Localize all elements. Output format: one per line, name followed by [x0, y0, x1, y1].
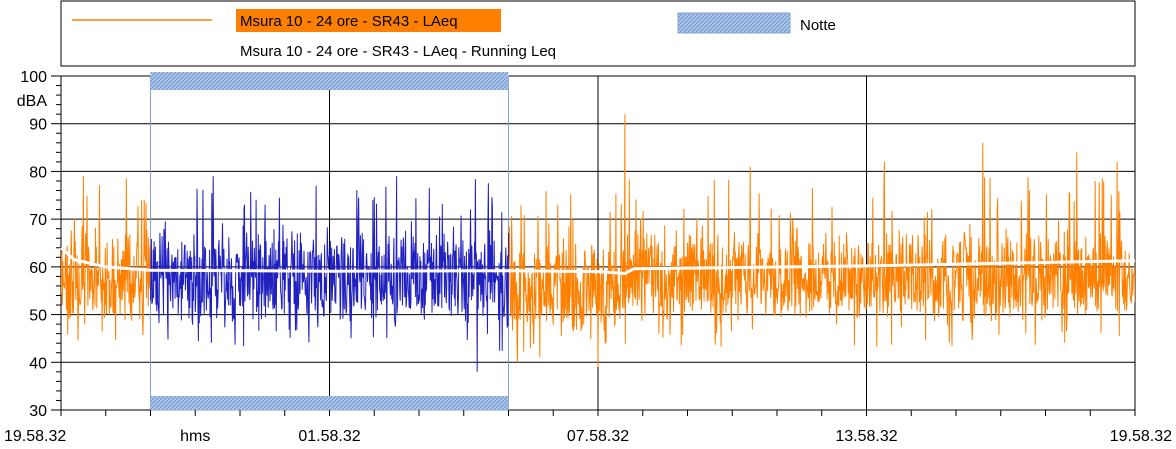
y-tick-label: 80 [29, 164, 47, 181]
y-tick-label: 70 [29, 212, 47, 229]
axes: 30 40 50 60 70 80 90 100 dBA 19.58.32 01.58.32 07.5… [4, 69, 1172, 445]
plot-area [60, 72, 1136, 411]
legend-label-series-2: Msura 10 - 24 ore - SR43 - LAeq - Runnin… [240, 43, 556, 60]
legend-label-band: Notte [800, 17, 836, 34]
y-tick-label: 30 [29, 403, 47, 420]
series-laeq-line-day-evening [61, 176, 151, 341]
night-band-top [150, 72, 509, 90]
y-tick-label: 60 [29, 260, 47, 277]
legend-label-series-1: Msura 10 - 24 ore - SR43 - LAeq [240, 13, 458, 30]
legend-highlight-series-1 [236, 9, 501, 32]
y-tick-label: 100 [20, 69, 47, 86]
x-axis-label: hms [180, 428, 210, 445]
legend-box [60, 0, 1136, 67]
x-tick-label: 13.58.32 [835, 428, 897, 445]
legend: Msura 10 - 24 ore - SR43 - LAeq Msura 10… [60, 0, 1136, 67]
night-band-bottom [150, 396, 509, 410]
x-tick-label: 19.58.32 [1110, 428, 1172, 445]
y-axis-label: dBA [17, 93, 48, 110]
y-tick-label: 40 [29, 355, 47, 372]
series-running-leq-line [60, 246, 1136, 276]
series-laeq-line-night [150, 176, 509, 372]
y-tick-label: 50 [29, 308, 47, 325]
series-laeq-line-day [508, 114, 1135, 368]
x-tick-label: 19.58.32 [4, 428, 66, 445]
x-tick-label: 07.58.32 [567, 428, 629, 445]
x-tick-label: 01.58.32 [298, 428, 360, 445]
y-tick-label: 90 [29, 117, 47, 134]
legend-swatch-band [677, 12, 791, 34]
